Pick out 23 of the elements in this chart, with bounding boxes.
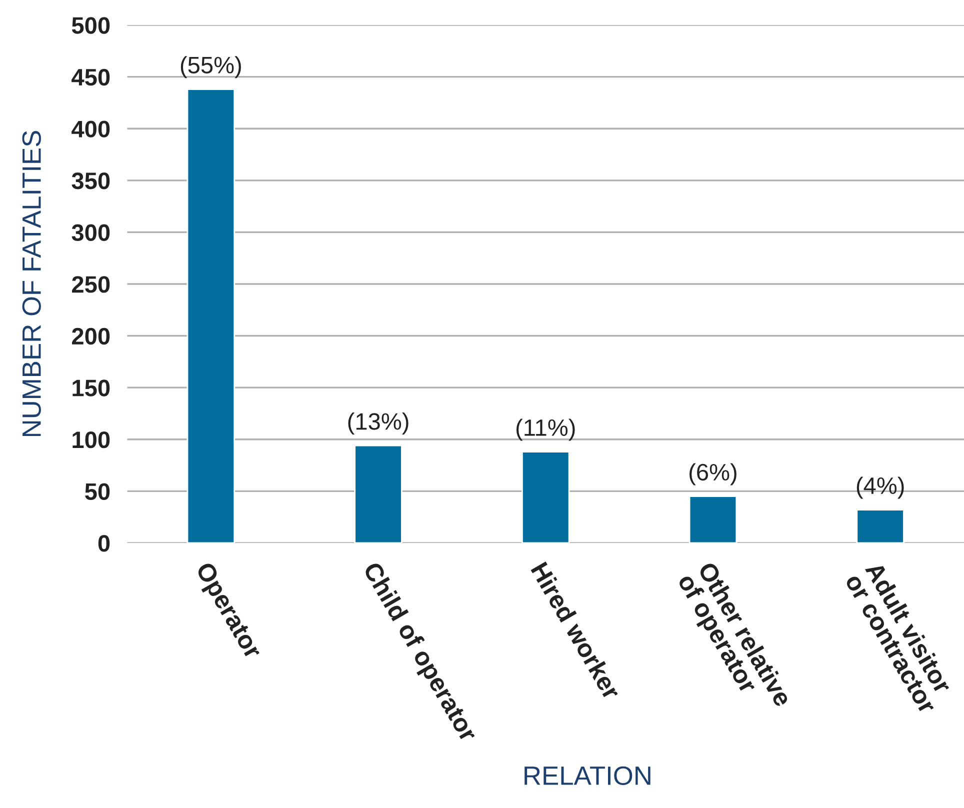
x-axis-title: RELATION <box>524 766 650 786</box>
annotation: (13%) <box>348 412 408 434</box>
y-tick-label: 0 <box>98 535 110 552</box>
annotation: (6%) <box>690 463 736 486</box>
y-axis-title: NUMBER OF FATALITIES <box>22 131 41 436</box>
annotation: (4%) <box>856 476 904 499</box>
y-tick-label: 350 <box>72 172 110 190</box>
bar <box>688 496 738 543</box>
y-tick-label: 250 <box>72 276 110 293</box>
y-tick-label: 50 <box>85 483 110 500</box>
y-tick-label: 100 <box>72 431 110 448</box>
bar <box>856 509 904 543</box>
y-tick-label: 450 <box>72 68 110 86</box>
annotation: (11%) <box>516 418 575 441</box>
y-tick-label: 150 <box>72 380 110 396</box>
bar <box>522 451 570 543</box>
y-tick-label: 300 <box>72 224 110 242</box>
y-tick-label: 500 <box>72 17 110 34</box>
bar <box>186 88 236 543</box>
bar <box>354 444 402 543</box>
y-tick-label: 200 <box>72 328 110 345</box>
y-tick-label: 400 <box>72 120 110 138</box>
annotation: (55%) <box>180 56 241 78</box>
